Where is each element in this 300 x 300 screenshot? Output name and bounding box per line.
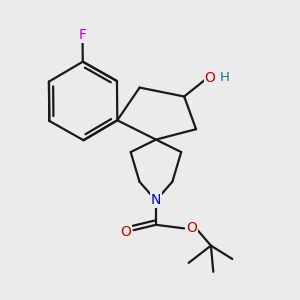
- Text: N: N: [151, 194, 161, 208]
- Text: O: O: [205, 71, 215, 85]
- Text: H: H: [220, 71, 230, 84]
- Text: O: O: [120, 225, 131, 239]
- Text: O: O: [186, 221, 197, 236]
- Text: F: F: [79, 28, 86, 42]
